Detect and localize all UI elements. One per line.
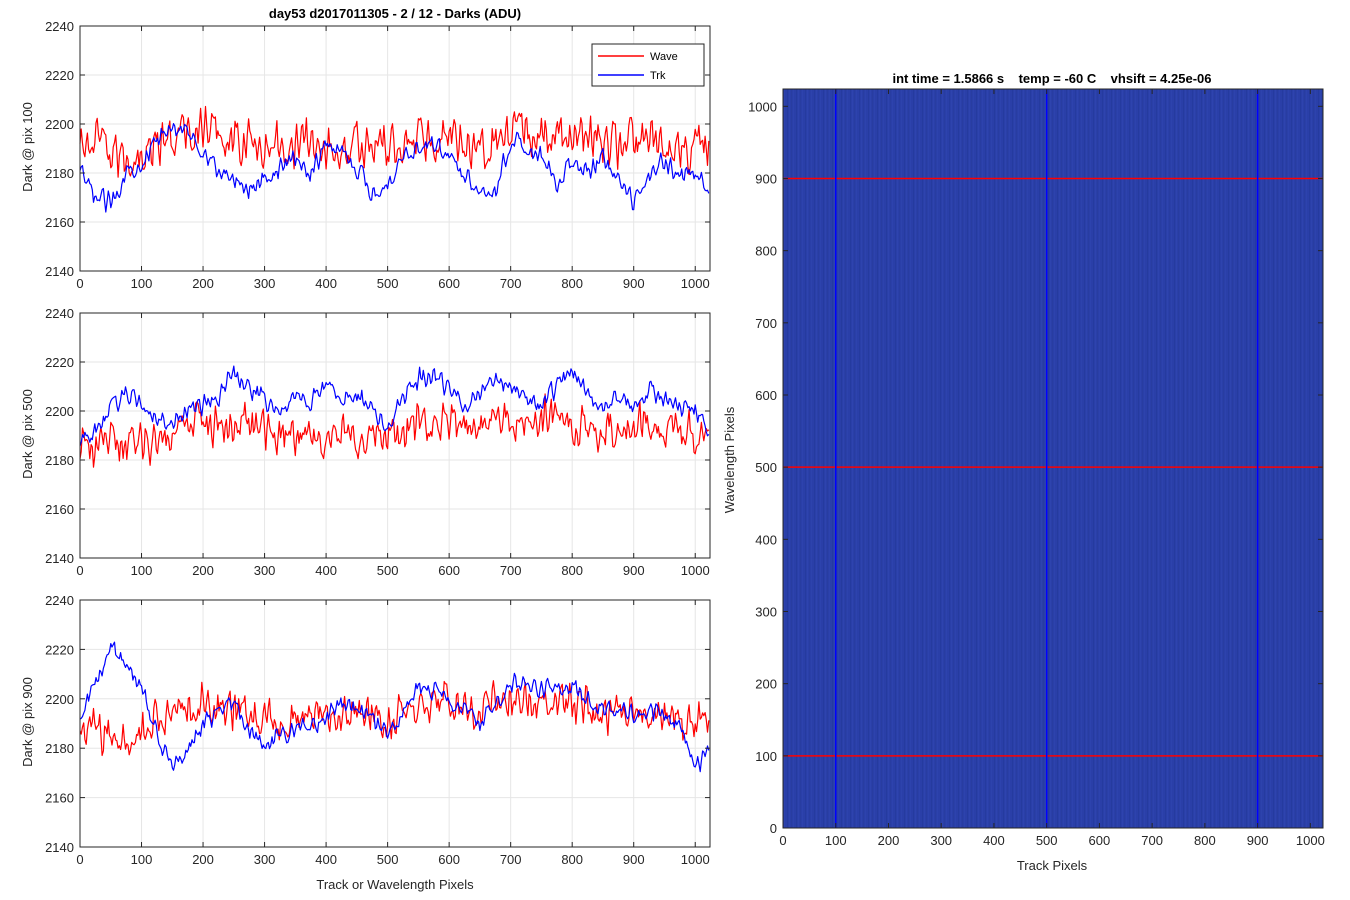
y-tick-label: 600 — [755, 388, 777, 403]
y-tick-label: 2140 — [45, 840, 74, 855]
x-tick-label: 0 — [76, 852, 83, 867]
x-tick-label: 200 — [192, 563, 214, 578]
plot-dark-pix-900: 0 100 200 300 400 500 600 700 800 900 1000 2140 2160… — [20, 593, 711, 892]
x-tick-label: 500 — [377, 276, 399, 291]
y-axis-label: Wavelength Pixels — [722, 406, 737, 513]
plot-dark-pix-500: 0 100 200 300 400 500 600 700 800 900 1000 2140 2160… — [20, 306, 711, 578]
x-tick-label: 900 — [1247, 833, 1269, 848]
series-trk-line — [79, 365, 710, 447]
y-tick-label: 0 — [770, 821, 777, 836]
y-tick-label: 200 — [755, 677, 777, 692]
x-tick-label: 600 — [438, 563, 460, 578]
y-tick-label: 500 — [755, 460, 777, 475]
y-tick-label: 2200 — [45, 692, 74, 707]
y-tick-label: 100 — [755, 749, 777, 764]
x-tick-label: 300 — [254, 852, 276, 867]
series-wave-line — [79, 105, 710, 178]
x-tick-label: 900 — [623, 852, 645, 867]
legend-entry-trk: Trk — [650, 70, 666, 82]
y-tick-label: 700 — [755, 316, 777, 331]
y-tick-label: 2200 — [45, 117, 74, 132]
x-tick-label: 100 — [131, 276, 153, 291]
y-tick-label: 2180 — [45, 166, 74, 181]
x-tick-label: 400 — [315, 563, 337, 578]
x-tick-label: 200 — [192, 852, 214, 867]
x-tick-label: 300 — [930, 833, 952, 848]
y-tick-label: 2160 — [45, 502, 74, 517]
x-tick-label: 0 — [76, 563, 83, 578]
y-tick-label: 2200 — [45, 404, 74, 419]
x-tick-label: 600 — [1089, 833, 1111, 848]
y-tick-label: 2180 — [45, 741, 74, 756]
series-wave-line — [79, 393, 710, 468]
y-axis-label: Dark @ pix 500 — [20, 389, 35, 479]
y-tick-label: 300 — [755, 604, 777, 619]
x-tick-label: 400 — [315, 852, 337, 867]
x-tick-label: 1000 — [681, 852, 710, 867]
x-tick-label: 500 — [377, 563, 399, 578]
x-tick-label: 500 — [1036, 833, 1058, 848]
x-tick-label: 500 — [377, 852, 399, 867]
plot-dark-pix-100: 0 100 200 300 400 500 600 700 800 900 1000 2140 2160… — [20, 6, 711, 291]
y-tick-label: 400 — [755, 532, 777, 547]
x-tick-label: 600 — [438, 276, 460, 291]
x-tick-label: 100 — [131, 852, 153, 867]
y-tick-label: 800 — [755, 244, 777, 259]
x-tick-label: 100 — [131, 563, 153, 578]
series-wave-line — [79, 680, 710, 757]
y-tick-label: 2220 — [45, 68, 74, 83]
y-axis-label: Dark @ pix 100 — [20, 102, 35, 192]
x-tick-label: 700 — [500, 276, 522, 291]
x-axis-label: Track Pixels — [1017, 858, 1088, 873]
y-tick-label: 2220 — [45, 355, 74, 370]
y-tick-label: 2140 — [45, 264, 74, 279]
x-tick-label: 0 — [779, 833, 786, 848]
x-tick-label: 700 — [1141, 833, 1163, 848]
y-tick-label: 1000 — [748, 99, 777, 114]
series-trk-line — [79, 122, 710, 213]
x-tick-label: 1000 — [681, 563, 710, 578]
y-tick-label: 2240 — [45, 593, 74, 608]
y-tick-label: 2160 — [45, 791, 74, 806]
x-tick-label: 800 — [561, 276, 583, 291]
x-tick-label: 1000 — [681, 276, 710, 291]
legend: Wave Trk — [591, 43, 705, 87]
x-tick-label: 300 — [254, 563, 276, 578]
chart-title: day53 d2017011305 - 2 / 12 - Darks (ADU) — [269, 6, 521, 21]
x-tick-label: 700 — [500, 852, 522, 867]
x-tick-label: 200 — [878, 833, 900, 848]
dark-frame-image: 0 100 200 300 400 500 600 700 800 900 1000 0 100 200 3… — [722, 71, 1325, 873]
legend-entry-wave: Wave — [650, 51, 678, 63]
x-tick-label: 900 — [623, 276, 645, 291]
x-tick-label: 700 — [500, 563, 522, 578]
x-tick-label: 800 — [1194, 833, 1216, 848]
y-axis-label: Dark @ pix 900 — [20, 677, 35, 767]
image-title: int time = 1.5866 s temp = -60 C vhsift … — [892, 71, 1211, 86]
x-tick-label: 800 — [561, 852, 583, 867]
x-tick-label: 1000 — [1296, 833, 1325, 848]
x-tick-label: 200 — [192, 276, 214, 291]
series-trk-line — [79, 641, 710, 773]
x-tick-label: 900 — [623, 563, 645, 578]
x-tick-label: 800 — [561, 563, 583, 578]
y-tick-label: 2240 — [45, 306, 74, 321]
y-tick-label: 900 — [755, 171, 777, 186]
y-tick-label: 2160 — [45, 215, 74, 230]
y-tick-label: 2180 — [45, 453, 74, 468]
x-tick-label: 600 — [438, 852, 460, 867]
heatmap-image — [783, 89, 1323, 828]
x-axis-label: Track or Wavelength Pixels — [316, 877, 474, 892]
x-tick-label: 300 — [254, 276, 276, 291]
x-tick-label: 100 — [825, 833, 847, 848]
y-tick-label: 2220 — [45, 642, 74, 657]
x-tick-label: 400 — [315, 276, 337, 291]
x-tick-label: 0 — [76, 276, 83, 291]
y-tick-label: 2240 — [45, 19, 74, 34]
x-tick-label: 400 — [983, 833, 1005, 848]
y-tick-label: 2140 — [45, 551, 74, 566]
